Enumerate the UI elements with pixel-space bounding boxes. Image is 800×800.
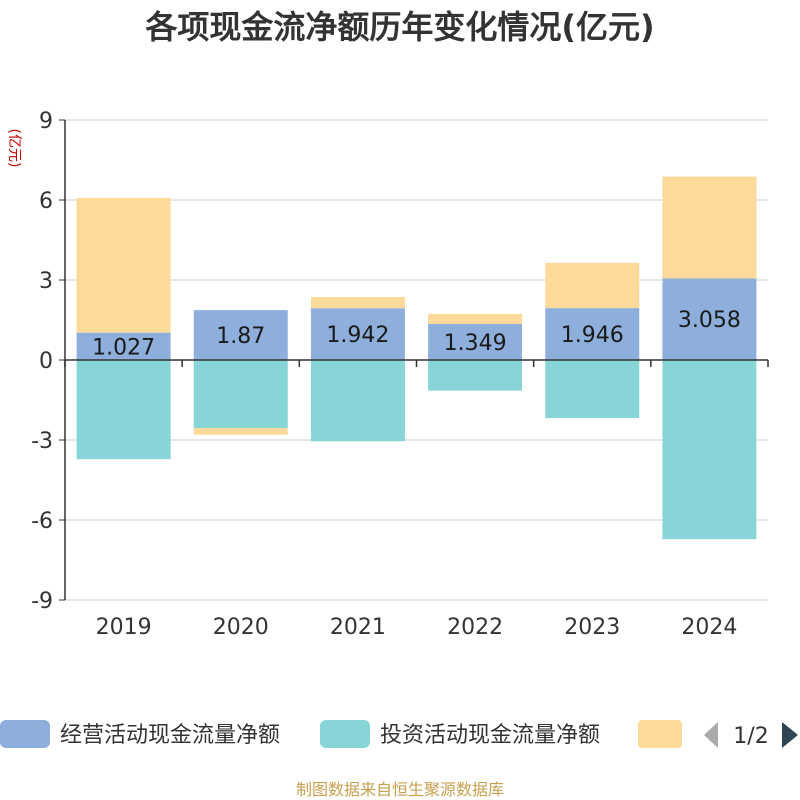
legend-label-investing[interactable]: 投资活动现金流量净额 bbox=[380, 723, 600, 748]
bars bbox=[76, 176, 757, 540]
y-tick-labels: 9 6 3 0 -3 -6 -9 bbox=[31, 109, 53, 614]
legend-page-indicator: 1/2 bbox=[733, 724, 768, 749]
bar-series-0-2022[interactable] bbox=[428, 324, 523, 360]
bar-series-2-2024[interactable] bbox=[662, 176, 757, 279]
bar-series-1-2023[interactable] bbox=[545, 360, 640, 419]
data-label-2024: 3.058 bbox=[678, 308, 741, 333]
data-label-2019: 1.027 bbox=[92, 335, 155, 360]
data-label-2023: 1.946 bbox=[561, 323, 624, 348]
bar-series-2-2020[interactable] bbox=[193, 428, 288, 435]
y-tick-label: 6 bbox=[39, 189, 53, 214]
bar-series-0-2024[interactable] bbox=[662, 278, 757, 360]
chart-title: 各项现金流净额历年变化情况(亿元) bbox=[145, 8, 654, 46]
bar-series-2-2023[interactable] bbox=[545, 262, 640, 309]
y-tick-label: -6 bbox=[31, 509, 53, 534]
y-tick-label: 9 bbox=[39, 109, 53, 134]
data-label-2021: 1.942 bbox=[326, 323, 389, 348]
y-axis-unit-label: (亿元) bbox=[6, 129, 22, 168]
x-tick-labels: 2019 2020 2021 2022 2023 2024 bbox=[96, 615, 738, 640]
bar-series-0-2021[interactable] bbox=[310, 308, 405, 360]
legend-swatch-investing[interactable] bbox=[320, 720, 370, 748]
legend-prev-page-icon[interactable] bbox=[704, 722, 718, 748]
data-label-2020: 1.87 bbox=[216, 324, 265, 349]
legend: 经营活动现金流量净额 投资活动现金流量净额 1/2 bbox=[0, 720, 798, 749]
legend-swatch-operating[interactable] bbox=[0, 720, 50, 748]
y-tick-label: -3 bbox=[31, 429, 53, 454]
bar-series-1-2021[interactable] bbox=[310, 360, 405, 442]
source-note: 制图数据来自恒生聚源数据库 bbox=[296, 780, 504, 799]
legend-next-page-icon[interactable] bbox=[782, 722, 798, 748]
bar-series-1-2024[interactable] bbox=[662, 360, 757, 540]
bar-series-1-2020[interactable] bbox=[193, 360, 288, 428]
bar-series-0-2020[interactable] bbox=[193, 310, 288, 360]
y-tick-label: 0 bbox=[39, 349, 53, 374]
legend-label-operating[interactable]: 经营活动现金流量净额 bbox=[60, 723, 280, 748]
legend-swatch-financing[interactable] bbox=[638, 720, 682, 748]
bar-series-1-2022[interactable] bbox=[428, 360, 523, 391]
bar-series-2-2021[interactable] bbox=[310, 297, 405, 309]
bar-series-1-2019[interactable] bbox=[76, 360, 171, 460]
x-tick-label: 2023 bbox=[564, 615, 620, 640]
data-label-2022: 1.349 bbox=[444, 331, 507, 356]
x-tick-label: 2024 bbox=[681, 615, 737, 640]
bar-series-0-2019[interactable] bbox=[76, 332, 171, 360]
y-tick-label: 3 bbox=[39, 269, 53, 294]
bar-series-2-2019[interactable] bbox=[76, 197, 171, 333]
y-tick-label: -9 bbox=[31, 589, 53, 614]
x-tick-label: 2021 bbox=[330, 615, 386, 640]
axes bbox=[64, 120, 769, 600]
x-tick-label: 2020 bbox=[213, 615, 269, 640]
x-tick-label: 2019 bbox=[96, 615, 152, 640]
data-labels: 1.027 1.87 1.942 1.349 1.946 3.058 bbox=[92, 308, 741, 360]
bar-series-0-2023[interactable] bbox=[545, 308, 640, 360]
x-tick-label: 2022 bbox=[447, 615, 503, 640]
bar-series-2-2022[interactable] bbox=[428, 313, 523, 325]
